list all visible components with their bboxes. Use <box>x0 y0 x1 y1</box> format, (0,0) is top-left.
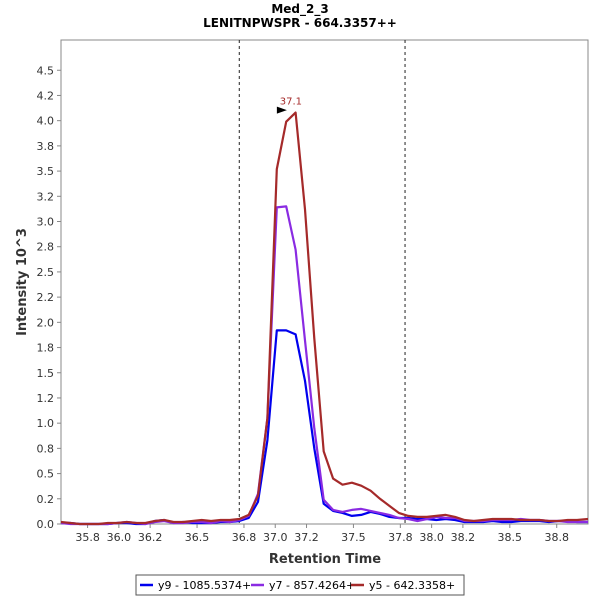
x-tick-label: 36.0 <box>107 531 132 544</box>
y-tick-label: 3.8 <box>37 140 55 153</box>
y-tick-label: 2.0 <box>37 316 55 329</box>
x-tick-label: 36.2 <box>138 531 163 544</box>
x-tick-label: 38.0 <box>419 531 444 544</box>
legend-label-2: y7 - 857.4264+ <box>269 579 355 592</box>
x-tick-label: 38.2 <box>451 531 476 544</box>
y-axis-label: Intensity 10^3 <box>15 228 30 336</box>
legend: y9 - 1085.5374+ y7 - 857.4264+ y5 - 642.33… <box>135 574 465 596</box>
peak-label: 37.1 <box>280 97 302 108</box>
y-tick-label: 1.5 <box>37 367 55 380</box>
chart-title: Med_2_3 <box>271 2 328 17</box>
y-tick-label: 0.5 <box>37 468 55 481</box>
x-tick-label: 37.0 <box>263 531 288 544</box>
y-tick-label: 4.5 <box>37 64 55 77</box>
y-tick-label: 1.0 <box>37 417 55 430</box>
y-tick-label: 2.5 <box>37 266 55 279</box>
x-tick-label: 37.2 <box>294 531 319 544</box>
x-tick-label: 37.5 <box>341 531 366 544</box>
x-tick-label: 35.8 <box>75 531 100 544</box>
y-tick-label: 0.0 <box>37 518 55 531</box>
y-tick-label: 1.8 <box>37 342 55 355</box>
integration-bounds <box>238 40 406 524</box>
chart-subtitle: LENITNPWSPR - 664.3357++ <box>203 16 397 30</box>
y-tick-label: 4.2 <box>37 89 55 102</box>
plot-area <box>60 39 589 525</box>
series-line-3 <box>60 111 589 526</box>
series-layer <box>60 111 589 526</box>
y-axis: 0.0 0.2 0.5 0.8 1.0 1.2 1.5 1.8 2.0 2.2 2.5 2.8 3.0 3… <box>37 64 61 531</box>
x-tick-label: 36.8 <box>232 531 257 544</box>
x-tick-label: 38.5 <box>498 531 523 544</box>
y-tick-label: 1.2 <box>37 392 55 405</box>
y-tick-label: 3.2 <box>37 190 55 203</box>
x-axis-label: Retention Time <box>269 552 381 567</box>
x-tick-label: 36.5 <box>185 531 210 544</box>
x-tick-label: 38.8 <box>544 531 569 544</box>
peak-marker-icon <box>276 106 287 114</box>
legend-label-3: y5 - 642.3358+ <box>369 579 455 592</box>
y-tick-label: 4.0 <box>37 115 55 128</box>
y-tick-label: 0.8 <box>37 442 55 455</box>
y-tick-label: 2.2 <box>37 291 55 304</box>
legend-box <box>135 574 465 596</box>
x-tick-label: 37.8 <box>388 531 413 544</box>
y-tick-label: 3.5 <box>37 165 55 178</box>
x-axis: 35.8 36.0 36.2 36.5 36.8 37.0 37.2 37.5 37.8 38.0… <box>75 524 569 544</box>
peak-annotation: 37.1 <box>276 97 302 114</box>
y-tick-label: 0.2 <box>37 493 55 506</box>
y-tick-label: 2.8 <box>37 241 55 254</box>
legend-label-1: y9 - 1085.5374+ <box>158 579 251 592</box>
y-tick-label: 3.0 <box>37 216 55 229</box>
